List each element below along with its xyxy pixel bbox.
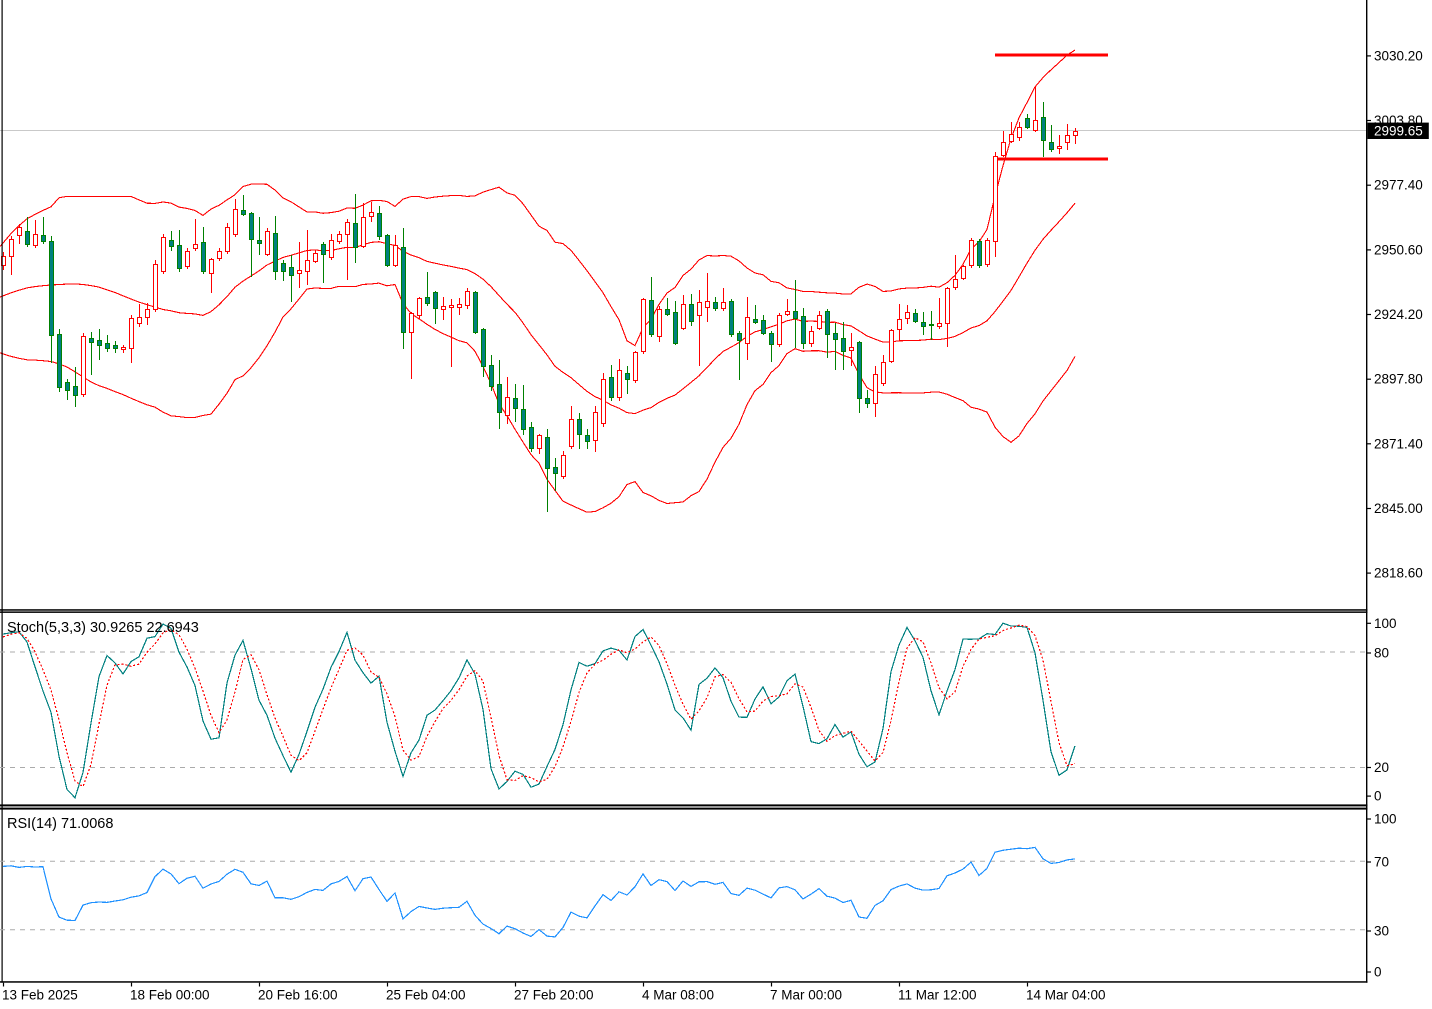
svg-text:2924.20: 2924.20: [1374, 307, 1423, 322]
svg-text:2818.60: 2818.60: [1374, 566, 1423, 581]
svg-text:Stoch(5,3,3) 30.9265 22.6943: Stoch(5,3,3) 30.9265 22.6943: [7, 620, 199, 636]
svg-text:RSI(14) 71.0068: RSI(14) 71.0068: [7, 816, 113, 832]
svg-text:11 Mar 12:00: 11 Mar 12:00: [898, 988, 977, 1003]
svg-text:27 Feb 20:00: 27 Feb 20:00: [514, 988, 594, 1003]
svg-text:100: 100: [1374, 812, 1397, 827]
svg-text:4 Mar 08:00: 4 Mar 08:00: [642, 988, 714, 1003]
svg-text:80: 80: [1374, 646, 1389, 661]
svg-text:2977.40: 2977.40: [1374, 178, 1423, 193]
svg-text:30: 30: [1374, 924, 1389, 939]
svg-text:18 Feb 00:00: 18 Feb 00:00: [130, 988, 210, 1003]
svg-text:20: 20: [1374, 760, 1389, 775]
svg-text:3030.20: 3030.20: [1374, 48, 1423, 63]
svg-text:7 Mar 00:00: 7 Mar 00:00: [770, 988, 842, 1003]
svg-text:100: 100: [1374, 616, 1397, 631]
svg-text:2845.00: 2845.00: [1374, 501, 1423, 516]
svg-text:2897.80: 2897.80: [1374, 372, 1423, 387]
svg-text:13 Feb 2025: 13 Feb 2025: [2, 988, 78, 1003]
svg-text:70: 70: [1374, 855, 1389, 870]
svg-text:0: 0: [1374, 789, 1382, 804]
svg-text:25 Feb 04:00: 25 Feb 04:00: [386, 988, 466, 1003]
svg-text:2950.60: 2950.60: [1374, 242, 1423, 257]
svg-text:2871.40: 2871.40: [1374, 436, 1423, 451]
svg-text:20 Feb 16:00: 20 Feb 16:00: [258, 988, 338, 1003]
svg-text:0: 0: [1374, 965, 1382, 980]
svg-text:2999.65: 2999.65: [1374, 124, 1423, 139]
svg-text:14 Mar 04:00: 14 Mar 04:00: [1026, 988, 1106, 1003]
